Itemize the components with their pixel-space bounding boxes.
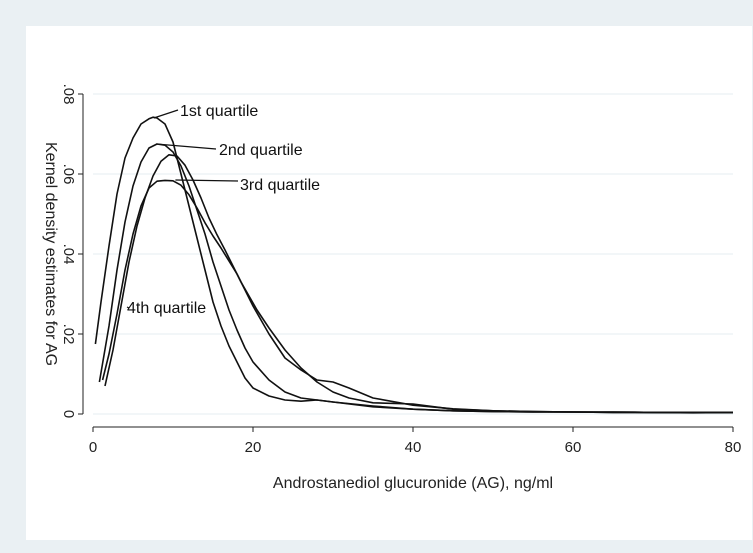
series-label-leader xyxy=(126,306,130,309)
series-label-leader xyxy=(175,179,239,182)
series-lines xyxy=(94,116,734,414)
x-tick-label: 20 xyxy=(245,439,262,456)
y-tick-label: .06 xyxy=(60,164,77,185)
series-line-4 xyxy=(104,154,733,414)
x-axis-title: Androstanediol glucuronide (AG), ng/ml xyxy=(273,475,553,492)
y-tick-label: 0 xyxy=(60,410,77,418)
series-label-1: 1st quartile xyxy=(180,103,258,120)
y-tick-label: .08 xyxy=(60,84,77,105)
series-label-leader xyxy=(153,109,179,119)
y-tick-label: .02 xyxy=(60,324,77,345)
series-label-leader xyxy=(156,143,217,150)
grid-lines xyxy=(93,93,733,415)
x-tick-label: 80 xyxy=(725,439,742,456)
series-label-2: 2nd quartile xyxy=(219,142,303,159)
x-tick-label: 60 xyxy=(565,439,582,456)
plot-background xyxy=(26,26,752,540)
series-label-4: 4th quartile xyxy=(127,300,206,317)
axis-ticks: 0 .02 .04 .06 .08 0 20 40 60 80 xyxy=(60,84,741,456)
x-tick-label: 40 xyxy=(405,439,422,456)
x-tick-label: 0 xyxy=(89,439,97,456)
series-labels: 1st quartile 2nd quartile 3rd quartile 4th … xyxy=(126,103,320,317)
series-label-3: 3rd quartile xyxy=(240,177,320,194)
y-axis-title: Kernel density estimates for AG xyxy=(42,142,59,366)
y-tick-label: .04 xyxy=(60,244,77,265)
